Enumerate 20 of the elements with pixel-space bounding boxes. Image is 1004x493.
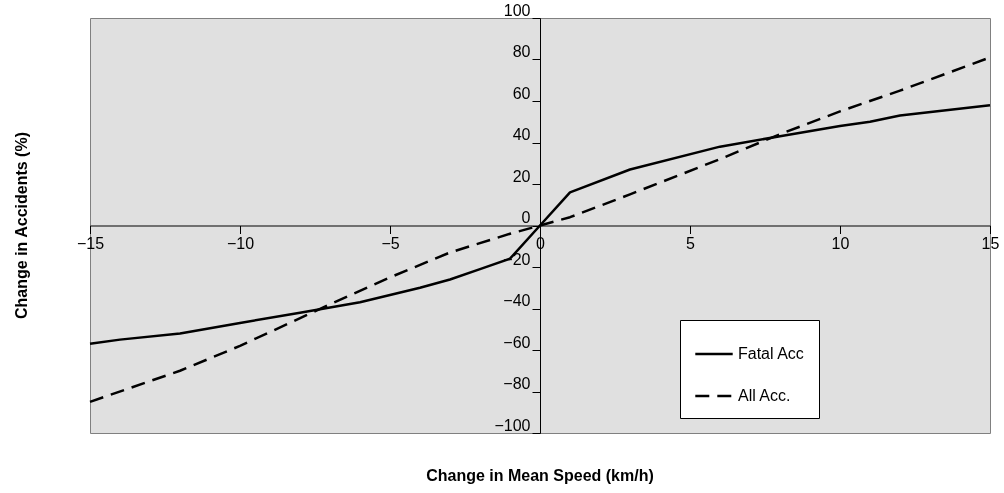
x-tick-label: 10 (831, 235, 850, 252)
x-tick-label: −15 (76, 235, 105, 252)
y-tick-label: −80 (503, 375, 531, 392)
y-axis-title: Change in Accidents (%) (13, 132, 30, 319)
y-tick-label: 0 (521, 209, 531, 226)
x-tick-label: −10 (226, 235, 255, 252)
x-tick-label: 5 (686, 235, 696, 252)
legend-label: All Acc. (738, 387, 791, 404)
x-axis-title: Change in Mean Speed (km/h) (426, 467, 654, 484)
x-tick-label: 15 (981, 235, 1000, 252)
x-tick-label: −5 (381, 235, 400, 252)
y-tick-label: 80 (512, 43, 531, 60)
y-tick-label: 100 (503, 1, 531, 19)
y-tick-label: 20 (512, 167, 531, 185)
y-tick-label: 40 (512, 126, 531, 143)
y-tick-label: 60 (512, 84, 531, 102)
y-tick-label: −40 (503, 292, 531, 309)
y-tick-label: −100 (494, 416, 531, 434)
legend-label: Fatal Acc (738, 345, 804, 362)
y-tick-label: −60 (503, 333, 531, 351)
